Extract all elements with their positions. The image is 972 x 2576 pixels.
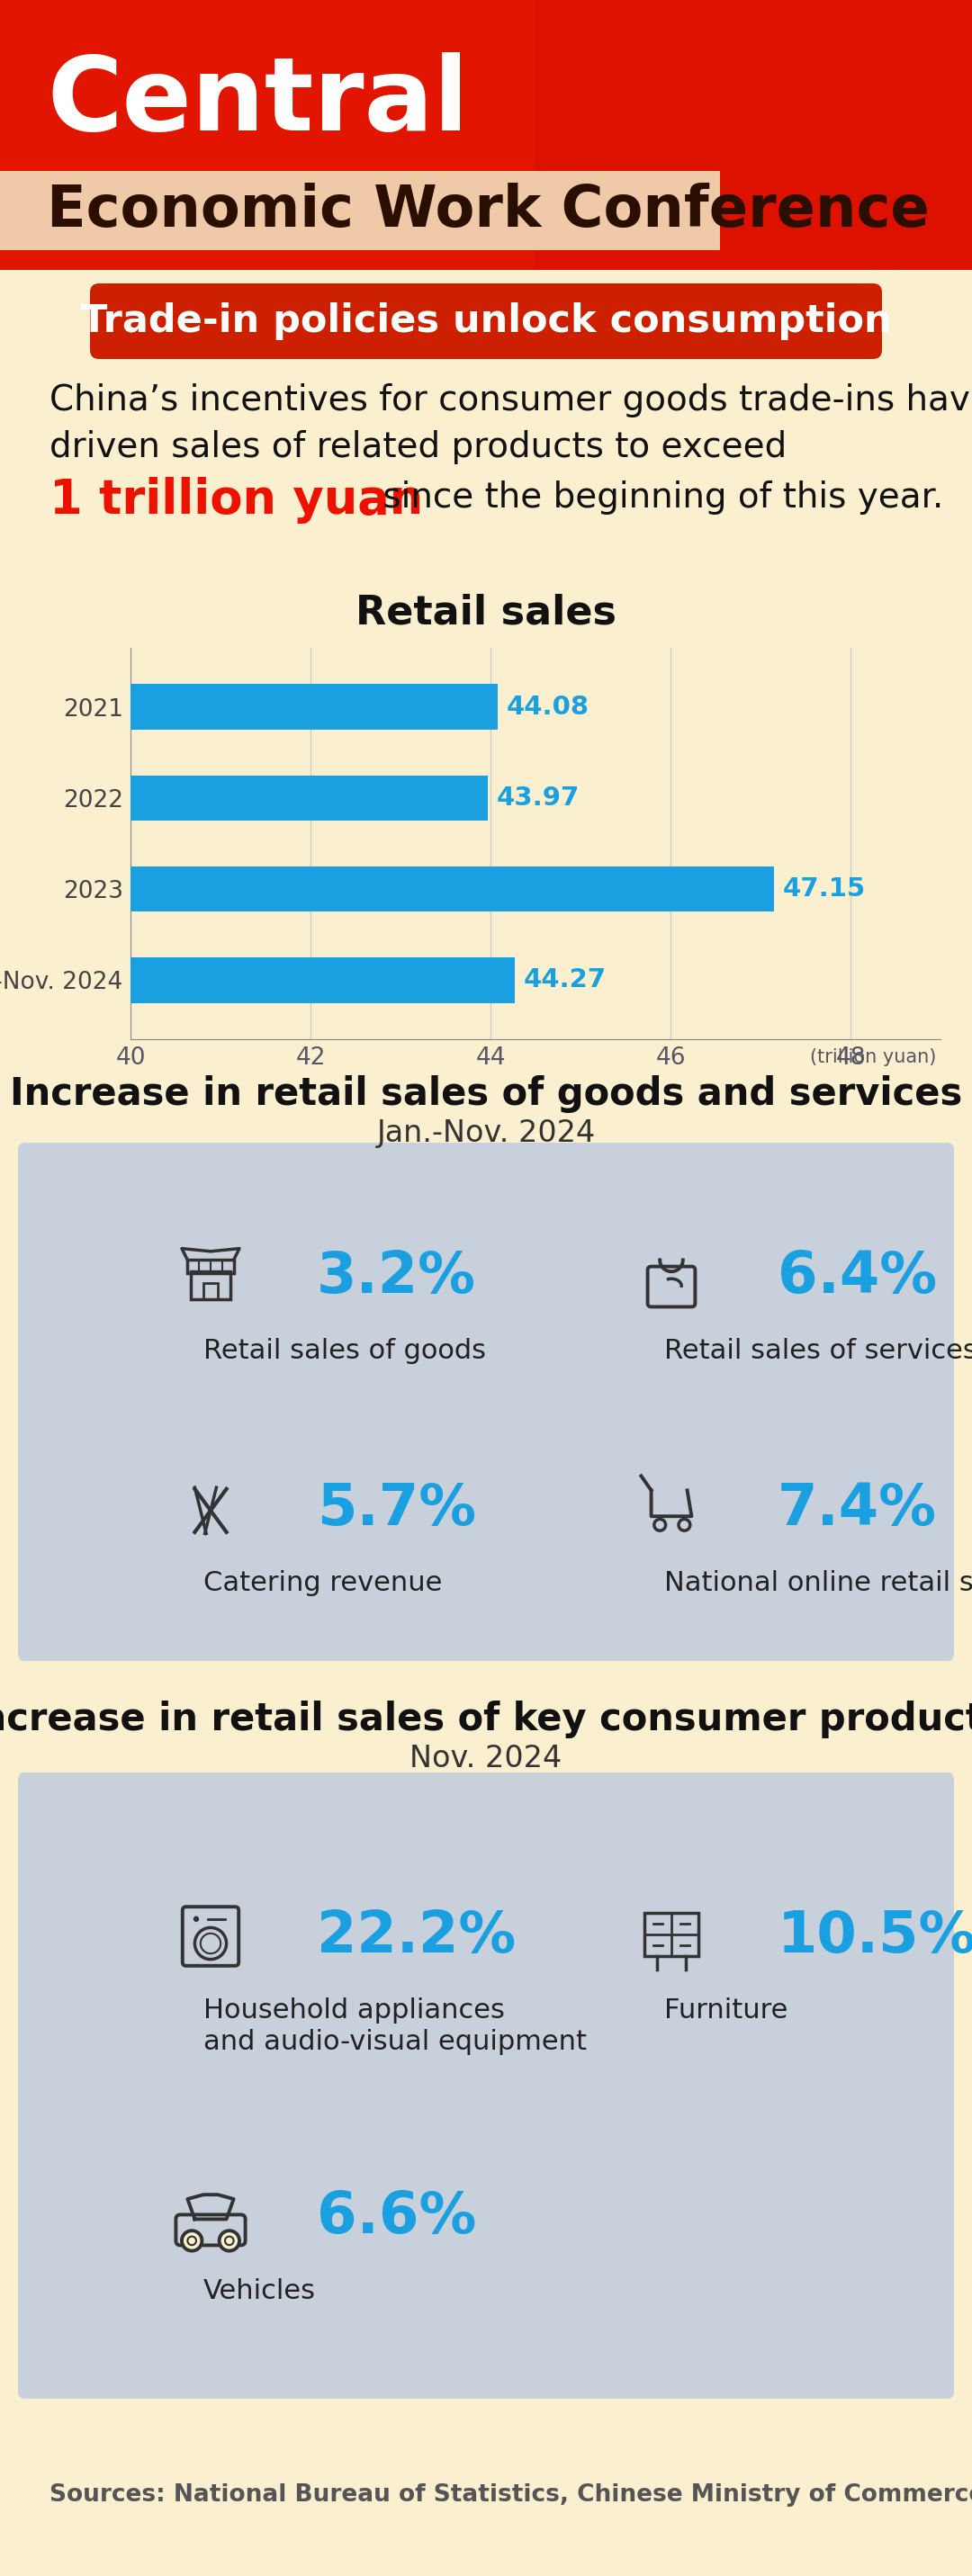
Bar [0,0,535,270]
Bar [0,270,972,2576]
Text: Trade-in policies unlock consumption: Trade-in policies unlock consumption [81,301,891,340]
Text: 22.2%: 22.2% [317,1909,516,1963]
Text: Retail sales of services: Retail sales of services [664,1337,972,1365]
Bar [130,775,488,822]
Text: Vehicles: Vehicles [203,2280,316,2306]
Text: 43.97: 43.97 [497,786,580,811]
FancyBboxPatch shape [18,1144,954,1662]
Bar [0,170,720,250]
Text: Retail sales: Retail sales [356,595,616,634]
Text: Increase in retail sales of key consumer products: Increase in retail sales of key consumer… [0,1700,972,1739]
Text: 44.27: 44.27 [524,969,607,992]
Text: 47.15: 47.15 [783,876,866,902]
Text: Sources: National Bureau of Statistics, Chinese Ministry of Commerce: Sources: National Bureau of Statistics, … [50,2483,972,2506]
Text: Furniture: Furniture [664,1996,788,2022]
Text: National online retail sales: National online retail sales [664,1569,972,1597]
Text: 6.6%: 6.6% [317,2190,476,2246]
Text: since the beginning of this year.: since the beginning of this year. [371,482,944,515]
Text: 1 trillion yuan: 1 trillion yuan [50,477,423,523]
Text: driven sales of related products to exceed: driven sales of related products to exce… [50,430,786,464]
Text: 44.08: 44.08 [506,696,589,719]
Circle shape [193,1917,199,1922]
Text: Jan.-Nov. 2024: Jan.-Nov. 2024 [376,1118,596,1149]
Text: Central: Central [47,52,469,152]
FancyBboxPatch shape [18,1772,954,2398]
Bar [130,685,498,729]
Text: 6.4%: 6.4% [778,1249,937,1306]
Bar [130,866,774,912]
Text: 10.5%: 10.5% [778,1909,972,1963]
Circle shape [220,2231,239,2251]
Bar [0,0,972,270]
Text: (trillion yuan): (trillion yuan) [810,1048,936,1066]
Text: Retail sales of goods: Retail sales of goods [203,1337,486,1365]
Text: Increase in retail sales of goods and services: Increase in retail sales of goods and se… [10,1074,962,1113]
Text: 5.7%: 5.7% [317,1481,476,1538]
Text: China’s incentives for consumer goods trade-ins have: China’s incentives for consumer goods tr… [50,384,972,417]
FancyBboxPatch shape [90,283,882,358]
Text: Nov. 2024: Nov. 2024 [410,1744,562,1772]
Text: 7.4%: 7.4% [778,1481,937,1538]
Bar [130,958,515,1002]
Circle shape [182,2231,202,2251]
Text: 3.2%: 3.2% [317,1249,476,1306]
Text: Economic Work Conference: Economic Work Conference [47,183,929,240]
Text: Household appliances
and audio-visual equipment: Household appliances and audio-visual eq… [203,1996,587,2056]
Text: Catering revenue: Catering revenue [203,1569,442,1597]
